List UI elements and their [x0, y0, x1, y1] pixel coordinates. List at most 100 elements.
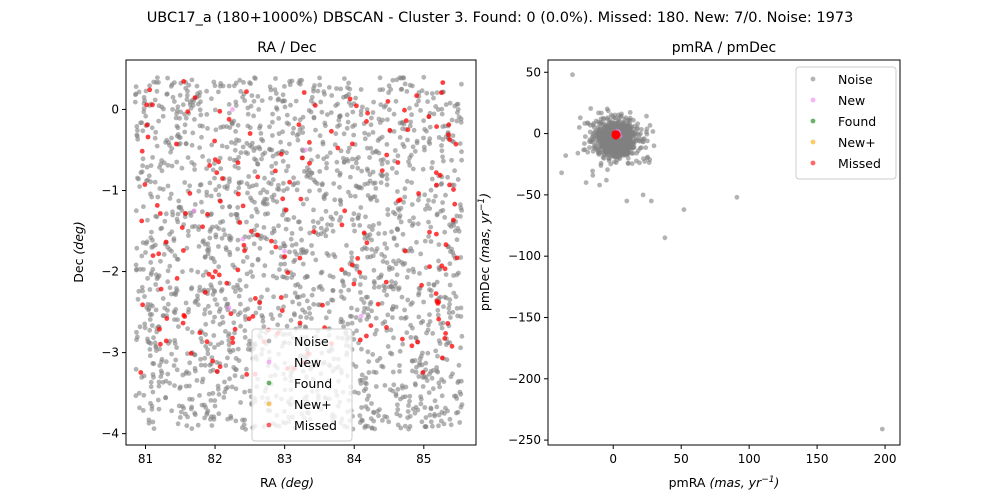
noise-point — [284, 323, 290, 329]
noise-point — [226, 110, 232, 116]
noise-point — [395, 386, 401, 392]
noise-point — [173, 290, 179, 295]
noise-point — [195, 269, 201, 275]
noise-point — [610, 152, 616, 158]
missed-point — [181, 248, 186, 253]
noise-point — [238, 301, 243, 307]
noise-point — [229, 140, 234, 145]
noise-point — [261, 272, 267, 278]
noise-point — [416, 292, 421, 298]
noise-point — [208, 193, 214, 199]
noise-point — [620, 136, 626, 142]
noise-point — [240, 417, 245, 423]
noise-point — [407, 413, 413, 419]
noise-point — [338, 288, 344, 294]
noise-point — [155, 194, 161, 200]
noise-point — [456, 378, 462, 384]
noise-point — [359, 185, 364, 191]
noise-point — [300, 261, 306, 267]
noise-point — [341, 324, 346, 330]
noise-point — [417, 356, 423, 362]
noise-point — [159, 158, 165, 163]
noise-point — [228, 212, 234, 218]
noise-point — [334, 86, 339, 91]
missed-point — [311, 229, 317, 235]
noise-point — [213, 187, 219, 193]
noise-point — [290, 130, 296, 136]
noise-point — [362, 235, 368, 241]
noise-point — [288, 102, 293, 108]
noise-point — [439, 325, 445, 331]
noise-point — [312, 83, 317, 88]
noise-point — [592, 129, 597, 135]
noise-point — [393, 261, 399, 267]
noise-point — [368, 145, 374, 151]
noise-point — [277, 245, 283, 251]
noise-point — [150, 155, 156, 160]
noise-point — [413, 369, 419, 375]
noise-point — [139, 375, 145, 380]
noise-point — [208, 226, 214, 232]
noise-point — [185, 88, 190, 94]
missed-point — [436, 299, 442, 305]
y-tick-label: −2 — [101, 265, 119, 279]
noise-point — [372, 331, 378, 337]
noise-point — [300, 130, 306, 136]
missed-point — [181, 79, 187, 84]
noise-point — [317, 75, 322, 81]
noise-point — [210, 390, 216, 396]
noise-point — [327, 150, 333, 156]
noise-point — [395, 407, 401, 412]
missed-point — [180, 320, 186, 326]
missed-point — [164, 316, 170, 321]
noise-point — [151, 79, 157, 85]
noise-point — [310, 251, 315, 256]
noise-point — [234, 367, 239, 372]
noise-point — [324, 251, 330, 256]
noise-point — [216, 192, 222, 198]
noise-point — [165, 268, 171, 274]
noise-point — [152, 135, 158, 141]
noise-point — [250, 232, 256, 238]
missed-point — [354, 103, 359, 109]
noise-point — [261, 225, 267, 230]
noise-point — [238, 150, 244, 156]
missed-point — [365, 110, 370, 116]
noise-point — [227, 249, 233, 255]
missed-point — [434, 182, 439, 188]
noise-point — [170, 94, 176, 100]
noise-point — [337, 172, 343, 178]
noise-point — [353, 156, 359, 162]
noise-point — [251, 98, 257, 104]
noise-point — [227, 376, 233, 382]
noise-point — [300, 293, 306, 298]
noise-point — [163, 211, 169, 217]
noise-point — [455, 177, 461, 182]
missed-point — [320, 302, 325, 308]
noise-point — [361, 388, 367, 394]
legend-marker-found — [266, 380, 272, 386]
noise-point — [378, 180, 384, 186]
missed-point — [379, 168, 385, 174]
noise-point — [279, 254, 284, 259]
noise-point — [151, 426, 157, 431]
noise-point — [211, 333, 217, 338]
noise-point — [446, 305, 452, 311]
missed-point — [434, 124, 439, 129]
missed-point — [452, 201, 458, 207]
noise-point — [350, 156, 355, 162]
noise-point — [435, 307, 441, 313]
missed-point — [329, 128, 334, 134]
noise-point — [247, 338, 253, 344]
noise-point — [283, 293, 289, 299]
noise-point — [307, 147, 313, 152]
noise-point — [389, 166, 395, 171]
missed-point — [402, 248, 408, 254]
noise-point — [202, 307, 208, 312]
noise-point — [418, 401, 424, 407]
noise-point — [407, 218, 413, 224]
noise-point — [451, 273, 456, 278]
noise-point — [268, 87, 274, 93]
noise-point — [202, 355, 208, 361]
